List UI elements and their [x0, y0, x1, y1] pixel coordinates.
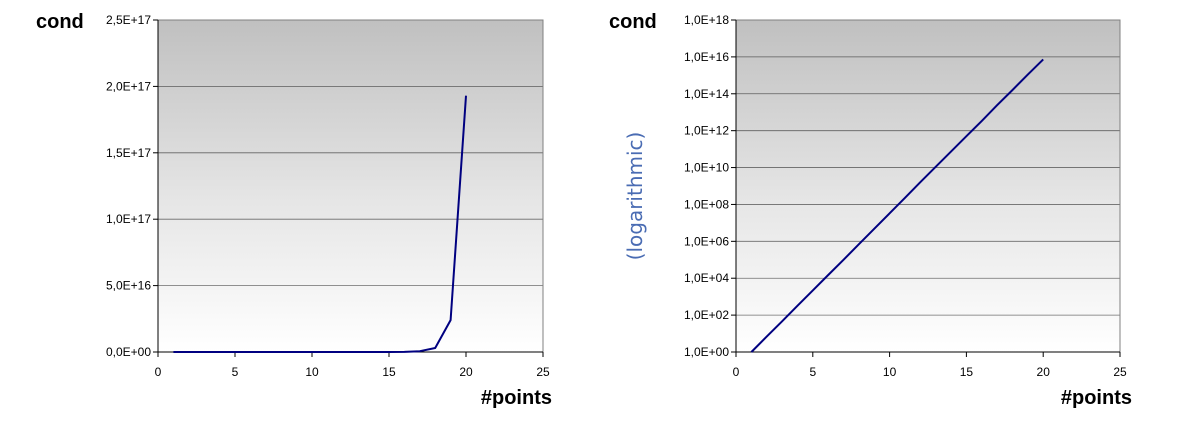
- series-line: [173, 95, 467, 353]
- y-tick-label: 5,0E+16: [106, 279, 151, 293]
- x-tick-label: 0: [733, 365, 740, 379]
- plot-area: [736, 20, 1120, 352]
- y-tick-label: 2,0E+17: [106, 79, 151, 93]
- x-tick-label: 0: [155, 365, 162, 379]
- log-scale-annotation: (logarithmic): [623, 132, 647, 261]
- x-tick-label: 25: [536, 365, 550, 379]
- y-tick-label: 1,0E+00: [684, 345, 729, 359]
- y-axis-label: cond: [36, 11, 84, 33]
- log-chart-panel: 1,0E+00 1,0E+02 1,0E+04 1,0E+06 1,0E+08 1,0E+…: [580, 0, 1181, 422]
- x-tick-label: 15: [382, 365, 396, 379]
- y-tick-label: 1,0E+10: [684, 161, 729, 175]
- y-tick-label: 1,0E+02: [684, 308, 729, 322]
- y-tick-label: 1,0E+17: [106, 212, 151, 226]
- y-tick-label: 1,0E+04: [684, 271, 729, 285]
- y-tick-label: 1,5E+17: [106, 146, 151, 160]
- y-tick-label: 1,0E+06: [684, 234, 729, 248]
- y-axis-label: cond: [609, 11, 657, 33]
- y-tick-label: 1,0E+12: [684, 124, 729, 138]
- y-tick-label: 1,0E+08: [684, 197, 729, 211]
- series-line: [750, 58, 1044, 353]
- y-tick-label: 0,0E+00: [106, 345, 151, 359]
- plot-area: [158, 20, 543, 352]
- x-axis-label: #points: [1061, 387, 1132, 409]
- log-scale-chart: 1,0E+00 1,0E+02 1,0E+04 1,0E+06 1,0E+08 1,0E+…: [609, 11, 1132, 409]
- x-tick-label: 5: [809, 365, 816, 379]
- x-axis-label: #points: [481, 387, 552, 409]
- y-tick-label: 1,0E+16: [684, 50, 729, 64]
- x-tick-label: 10: [305, 365, 319, 379]
- x-tick-label: 5: [232, 365, 239, 379]
- x-tick-label: 10: [883, 365, 897, 379]
- linear-chart-panel: 0,0E+00 5,0E+16 1,0E+17 1,5E+17 2,0E+17 2,5E+…: [0, 0, 580, 422]
- x-tick-label: 25: [1113, 365, 1127, 379]
- y-tick-label: 1,0E+18: [684, 13, 729, 27]
- y-tick-label: 2,5E+17: [106, 13, 151, 27]
- x-tick-label: 20: [459, 365, 473, 379]
- x-tick-label: 20: [1037, 365, 1051, 379]
- x-tick-label: 15: [960, 365, 974, 379]
- y-tick-label: 1,0E+14: [684, 87, 729, 101]
- linear-scale-chart: 0,0E+00 5,0E+16 1,0E+17 1,5E+17 2,0E+17 2,5E+…: [36, 11, 552, 409]
